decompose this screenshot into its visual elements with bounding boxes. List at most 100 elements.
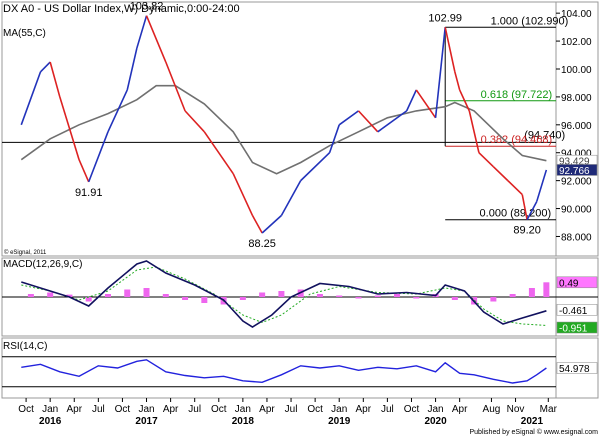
year-tick-label: 2018 (232, 416, 255, 427)
price-y-tick-label: 96.000 (561, 121, 592, 132)
price-segment (535, 169, 548, 202)
macd-histogram-bar (182, 297, 189, 300)
fib-level-label: 0.618 (97.722) (481, 89, 553, 101)
month-tick-label: Apr (259, 404, 275, 415)
price-panel: 88.000 90.000 92.000 94.000 96.000 98.000 100.… (1, 1, 599, 257)
price-segment (458, 89, 471, 112)
month-tick-label: Oct (18, 404, 34, 415)
price-y-tick-label: 88.000 (561, 232, 592, 243)
macd-histogram-bar (451, 297, 458, 300)
year-tick-label: 2020 (424, 416, 447, 427)
fib-level-label: 0.382 (94.468) (481, 134, 553, 146)
copyright-label: © eSignal, 2011 (4, 249, 47, 256)
price-y-tick-label: 94.000 (561, 149, 592, 160)
price-segment (415, 89, 437, 119)
price-segment (39, 61, 51, 73)
price-value-tag: 93.429 (559, 157, 590, 168)
macd-histogram-bar (355, 297, 362, 299)
fib-level-label: 1.000 (102.990) (491, 15, 569, 27)
price-segment (444, 27, 456, 72)
price-segment (280, 180, 302, 216)
price-segment (20, 71, 42, 126)
month-tick-label: Aug (483, 404, 501, 415)
price-segment (145, 15, 167, 63)
fib-level-label: 0.000 (89.200) (480, 208, 552, 220)
month-tick-label: Apr (356, 404, 372, 415)
price-segment (338, 110, 359, 126)
month-tick-label: Nov (507, 404, 525, 415)
price-extreme-label: 102.99 (428, 12, 462, 24)
year-tick-label: 2016 (39, 416, 62, 427)
price-segment (203, 131, 234, 175)
macd-histogram-bar (27, 294, 34, 297)
macd-value-tag: -0.951 (559, 324, 588, 335)
macd-histogram-bar (66, 294, 73, 297)
price-value-axis-frame (555, 1, 599, 257)
price-y-tick-label: 90.000 (561, 205, 592, 216)
year-tick-label: 2021 (521, 416, 544, 427)
price-segment (377, 110, 408, 133)
rsi-value-tag: 54.978 (559, 364, 590, 375)
month-tick-label: Jan (331, 404, 347, 415)
price-segment (184, 110, 205, 133)
macd-histogram-bar (509, 294, 516, 297)
price-y-tick-label: 102.00 (561, 37, 592, 48)
macd-histogram-bar (413, 297, 420, 299)
price-segment (59, 96, 80, 160)
macd-histogram-bar (239, 297, 246, 300)
price-segment (478, 152, 494, 168)
month-tick-label: Apr (452, 404, 468, 415)
month-tick-label: Jul (188, 404, 201, 415)
ma-legend-label: MA(55,C) (3, 28, 46, 39)
price-segment (165, 61, 186, 112)
macd-value-tag-bg (556, 321, 598, 334)
month-tick-label: Jul (285, 404, 298, 415)
price-segment (507, 180, 523, 196)
price-segment (78, 159, 90, 183)
macd-histogram-bar (394, 294, 401, 297)
month-tick-label: Oct (404, 404, 420, 415)
price-segment (434, 27, 446, 118)
macd-histogram-bar (316, 294, 323, 297)
price-value-tag-bg (556, 164, 598, 176)
price-segment (300, 152, 331, 182)
macd-histogram-bar (47, 292, 54, 297)
price-segment (405, 89, 418, 112)
price-extreme-label: 91.91 (75, 187, 103, 199)
month-tick-label: Mar (540, 404, 558, 415)
rsi-value-tag-bg (556, 362, 598, 374)
macd-histogram-bar (259, 292, 266, 297)
price-segment (87, 131, 109, 183)
price-y-tick-label: 104.00 (561, 9, 592, 20)
time-axis: Oct Jan Apr Jul Oct Jan Apr Jul Oct Jan Apr Jul Oct J… (18, 398, 558, 427)
price-value-tag: 92.766 (559, 166, 590, 177)
rsi-panel: 54.978 (1, 337, 599, 399)
macd-value-tag-bg (556, 276, 598, 289)
price-y-tick-label: 92.000 (561, 177, 592, 188)
macd-legend-label: MACD(12,26,9,C) (3, 259, 82, 270)
month-tick-label: Oct (307, 404, 323, 415)
price-segment (454, 71, 461, 91)
year-tick-label: 2019 (328, 416, 351, 427)
price-segment (526, 201, 538, 221)
price-segment (251, 215, 263, 234)
macd-histogram-bar (85, 297, 92, 302)
price-segment (107, 89, 128, 133)
price-extreme-label: 103.82 (130, 1, 164, 13)
publisher-footer: Published by eSignal © www.esignal.com (469, 428, 598, 436)
macd-line (21, 260, 547, 328)
price-segment (328, 124, 340, 153)
macd-histogram-bar (104, 294, 111, 297)
price-segment (492, 166, 509, 182)
rsi-legend-label: RSI(14,C) (3, 341, 47, 352)
ma55-line (20, 84, 547, 175)
macd-value-tag: 0.49 (559, 278, 579, 289)
macd-value-tag: -0.461 (559, 306, 588, 317)
macd-histogram-bar (201, 297, 208, 303)
macd-panel: 0.49 -0.461 -0.951 (1, 257, 599, 337)
price-segment (521, 194, 528, 220)
macd-histogram-bar (143, 288, 150, 297)
price-y-tick-label: 100.00 (561, 65, 592, 76)
macd-signal-line (21, 266, 547, 326)
